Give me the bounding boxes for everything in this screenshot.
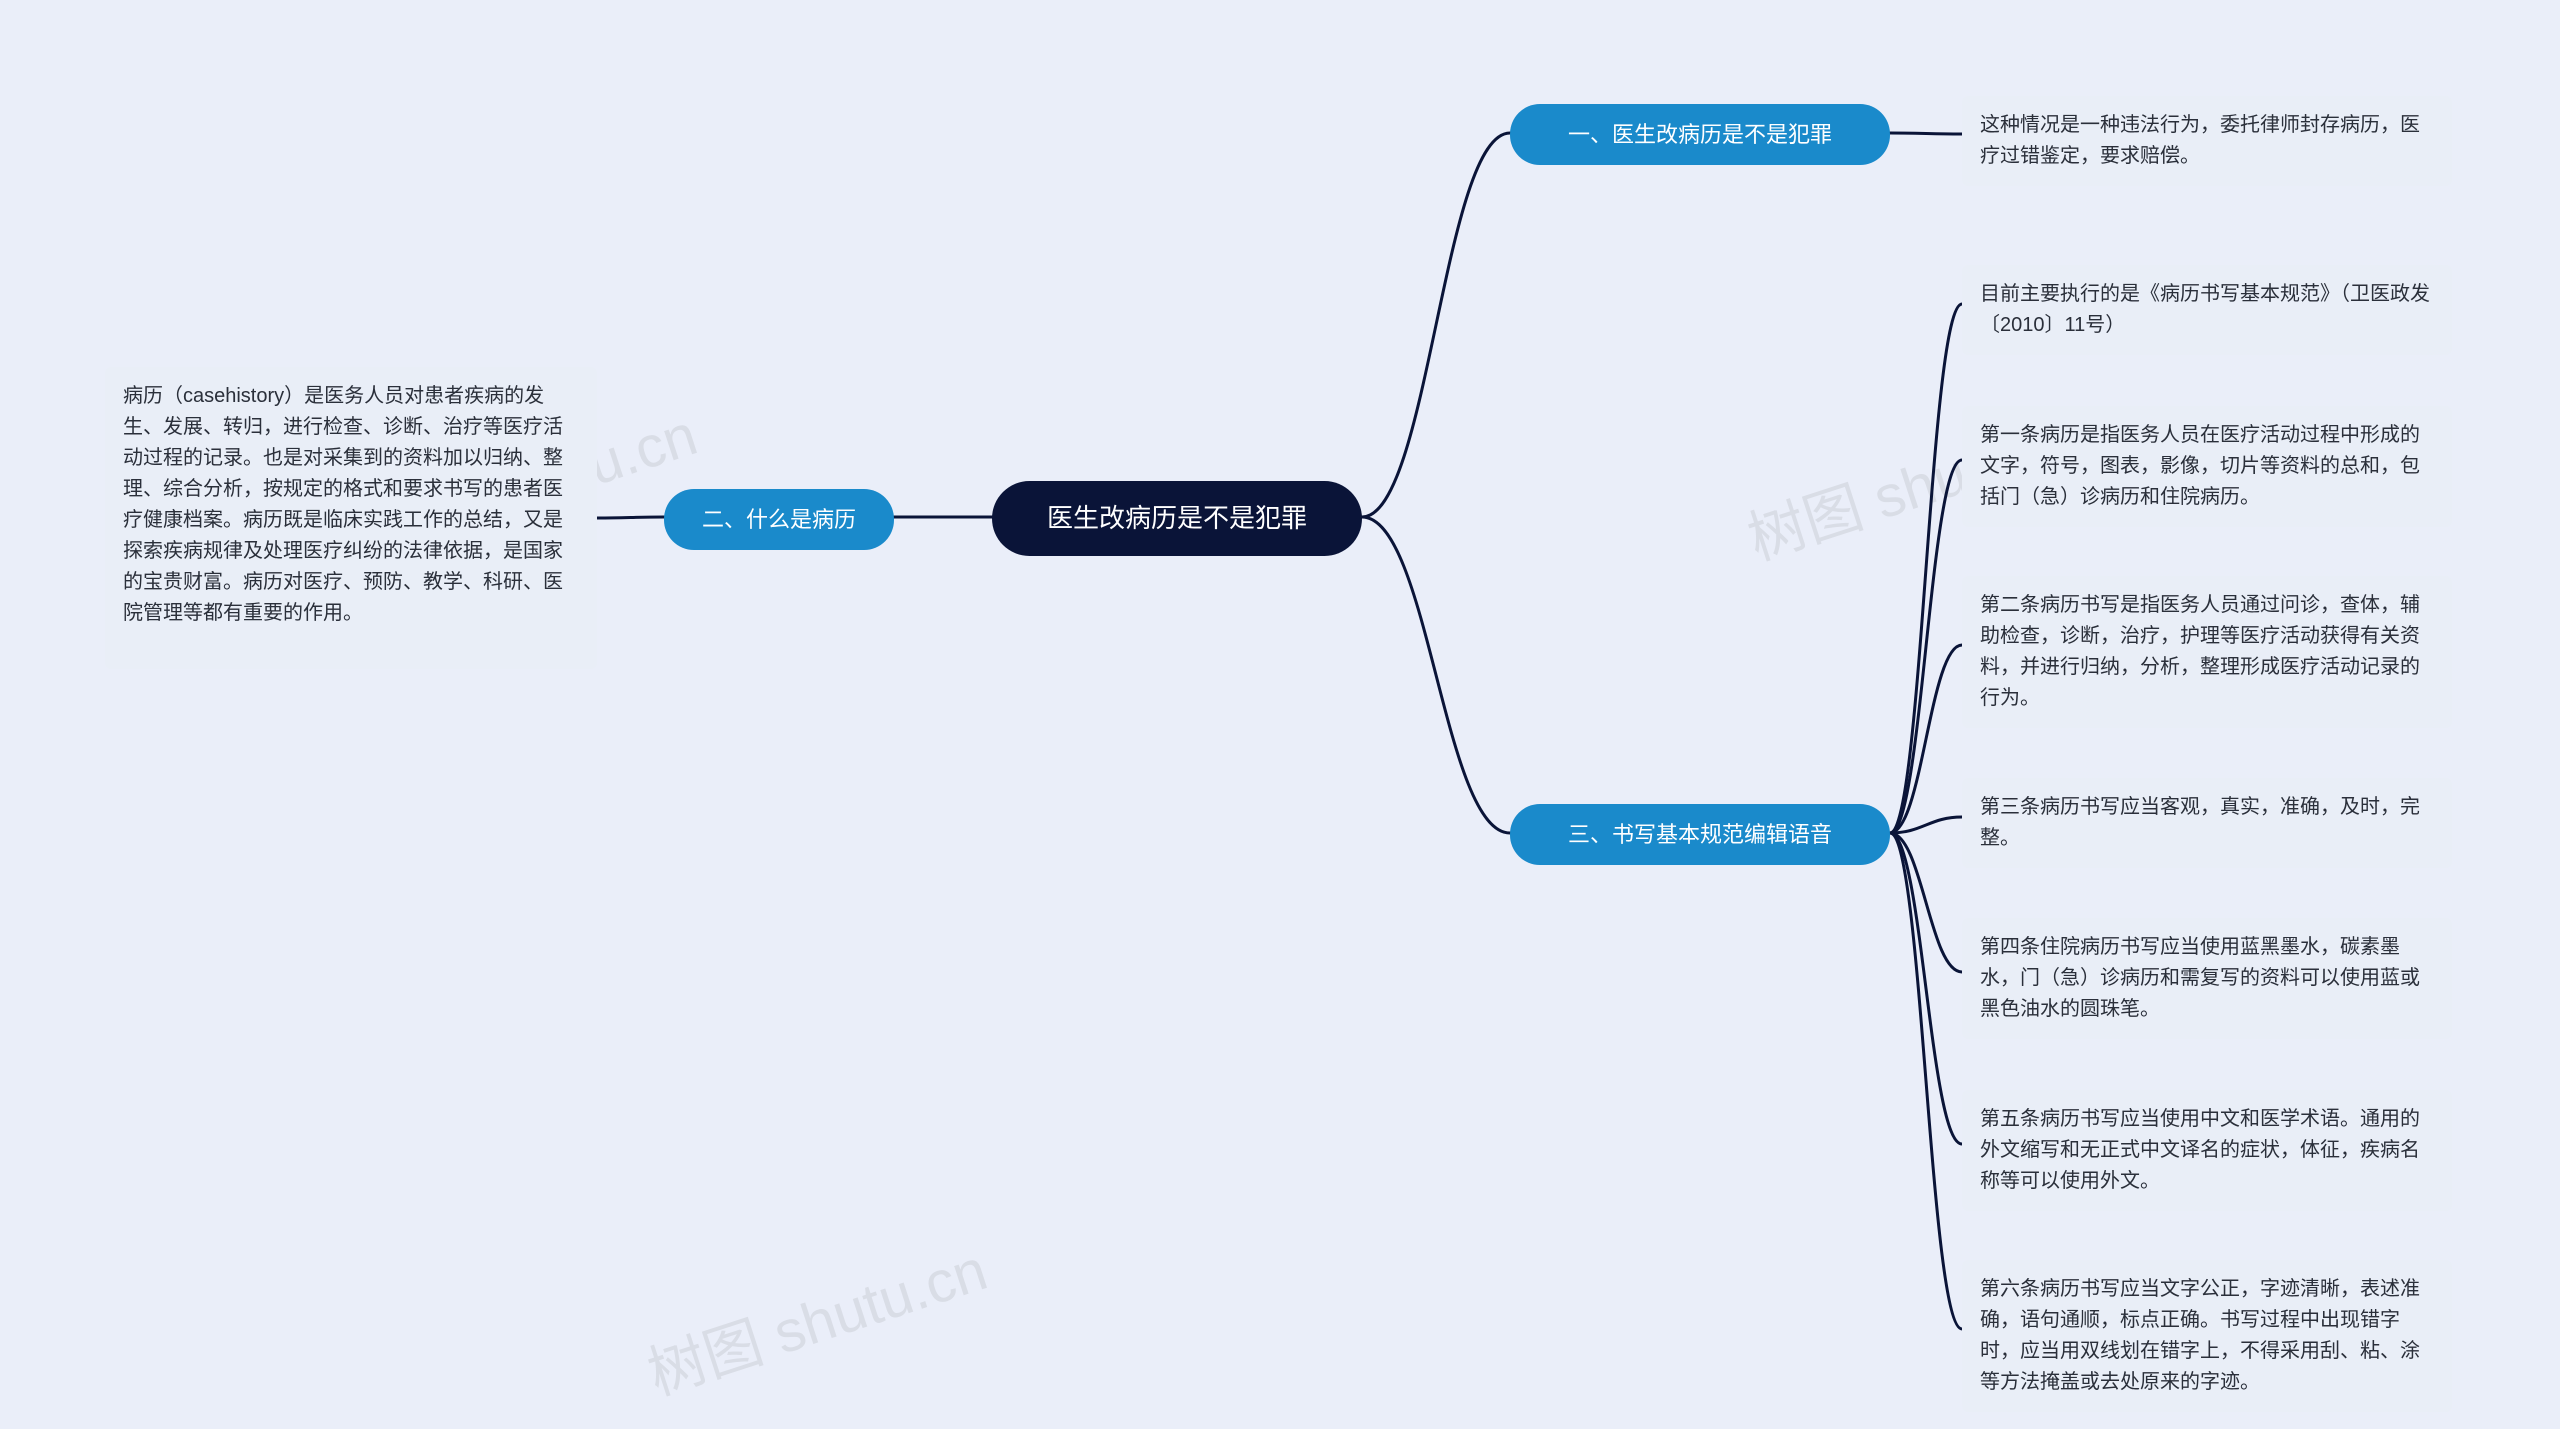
- leaf-node-label: 病历（casehistory）是医务人员对患者疾病的发生、发展、转归，进行检查、…: [123, 381, 579, 629]
- leaf-node: 第三条病历书写应当客观，真实，准确，及时，完整。: [1962, 778, 2452, 868]
- leaf-node: 病历（casehistory）是医务人员对患者疾病的发生、发展、转归，进行检查、…: [105, 367, 597, 669]
- leaf-node: 第四条住院病历书写应当使用蓝黑墨水，碳素墨水，门（急）诊病历和需复写的资料可以使…: [1962, 918, 2452, 1039]
- leaf-node: 第二条病历书写是指医务人员通过问诊，查体，辅助检查，诊断，治疗，护理等医疗活动获…: [1962, 576, 2452, 728]
- leaf-node-label: 第一条病历是指医务人员在医疗活动过程中形成的文字，符号，图表，影像，切片等资料的…: [1980, 420, 2434, 513]
- branch-node: 三、书写基本规范编辑语音: [1510, 804, 1890, 865]
- branch-node: 二、什么是病历: [664, 489, 894, 550]
- watermark: 树图 shutu.cn: [636, 1223, 996, 1411]
- edge: [1362, 133, 1510, 517]
- edge: [1890, 304, 1962, 833]
- edge: [1890, 833, 1962, 972]
- diagram-canvas: 树图 shutu.cn树图 shutu.cn树图 shutu.cn树图 shut…: [0, 0, 2560, 1429]
- edge: [1890, 833, 1962, 1144]
- edge: [1890, 460, 1962, 833]
- leaf-node-label: 第四条住院病历书写应当使用蓝黑墨水，碳素墨水，门（急）诊病历和需复写的资料可以使…: [1980, 932, 2434, 1025]
- leaf-node-label: 目前主要执行的是《病历书写基本规范》（卫医政发〔2010〕11号）: [1980, 279, 2434, 341]
- leaf-node: 这种情况是一种违法行为，委托律师封存病历，医疗过错鉴定，要求赔偿。: [1962, 96, 2452, 186]
- leaf-node: 第一条病历是指医务人员在医疗活动过程中形成的文字，符号，图表，影像，切片等资料的…: [1962, 406, 2452, 527]
- branch-node: 一、医生改病历是不是犯罪: [1510, 104, 1890, 165]
- edge: [1890, 645, 1962, 833]
- branch-node-label: 二、什么是病历: [702, 503, 856, 536]
- leaf-node: 第五条病历书写应当使用中文和医学术语。通用的外文缩写和无正式中文译名的症状，体征…: [1962, 1090, 2452, 1211]
- branch-node-label: 一、医生改病历是不是犯罪: [1568, 118, 1832, 151]
- leaf-node-label: 第二条病历书写是指医务人员通过问诊，查体，辅助检查，诊断，治疗，护理等医疗活动获…: [1980, 590, 2434, 714]
- branch-node-label: 三、书写基本规范编辑语音: [1568, 818, 1832, 851]
- root-node-label: 医生改病历是不是犯罪: [1047, 499, 1307, 538]
- edge: [1890, 133, 1962, 134]
- leaf-node: 目前主要执行的是《病历书写基本规范》（卫医政发〔2010〕11号）: [1962, 265, 2452, 355]
- edge: [1890, 817, 1962, 833]
- edge: [1362, 517, 1510, 833]
- leaf-node-label: 这种情况是一种违法行为，委托律师封存病历，医疗过错鉴定，要求赔偿。: [1980, 110, 2434, 172]
- leaf-node-label: 第三条病历书写应当客观，真实，准确，及时，完整。: [1980, 792, 2434, 854]
- leaf-node-label: 第五条病历书写应当使用中文和医学术语。通用的外文缩写和无正式中文译名的症状，体征…: [1980, 1104, 2434, 1197]
- edge: [1890, 833, 1962, 1329]
- root-node: 医生改病历是不是犯罪: [992, 481, 1362, 556]
- leaf-node-label: 第六条病历书写应当文字公正，字迹清晰，表述准确，语句通顺，标点正确。书写过程中出…: [1980, 1274, 2434, 1398]
- edge: [597, 517, 664, 518]
- leaf-node: 第六条病历书写应当文字公正，字迹清晰，表述准确，语句通顺，标点正确。书写过程中出…: [1962, 1260, 2452, 1412]
